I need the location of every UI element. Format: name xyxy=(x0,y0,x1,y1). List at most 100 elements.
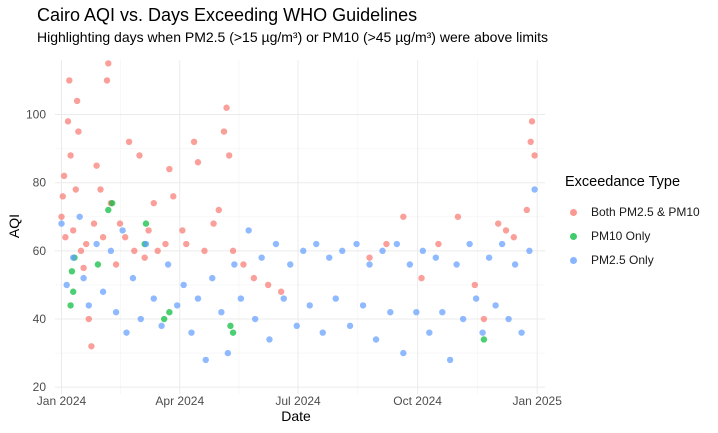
data-point xyxy=(164,261,172,268)
data-point xyxy=(62,234,69,241)
data-point xyxy=(379,247,386,255)
data-point xyxy=(158,322,165,330)
data-point xyxy=(498,240,506,248)
data-point xyxy=(180,281,187,289)
data-point xyxy=(453,261,460,268)
legend-item: Both PM2.5 & PM10 xyxy=(565,200,700,224)
data-point xyxy=(432,254,440,261)
data-point xyxy=(112,261,120,268)
data-point xyxy=(70,288,77,295)
data-points xyxy=(58,60,538,364)
data-point xyxy=(459,315,467,323)
data-point xyxy=(526,247,533,255)
data-point xyxy=(202,356,209,364)
legend-items: Both PM2.5 & PM10 PM10 Only PM2.5 Only xyxy=(565,200,700,272)
data-point xyxy=(366,254,373,261)
data-point xyxy=(237,295,245,302)
x-tick-label: Jul 2024 xyxy=(275,394,321,408)
data-point xyxy=(387,309,394,316)
data-point xyxy=(231,261,238,268)
chart-subtitle: Highlighting days when PM2.5 (>15 µg/m³)… xyxy=(37,29,549,45)
data-point xyxy=(210,220,217,227)
data-point xyxy=(419,247,427,255)
data-point xyxy=(359,302,367,309)
data-point xyxy=(150,199,157,207)
data-point xyxy=(75,128,82,135)
data-point xyxy=(82,240,90,248)
data-point xyxy=(145,227,152,234)
y-axis-title: AQI xyxy=(6,214,22,238)
data-point xyxy=(173,302,181,309)
data-point xyxy=(119,227,126,234)
legend-label: Both PM2.5 & PM10 xyxy=(591,205,700,219)
data-point xyxy=(80,264,87,272)
data-point xyxy=(346,322,354,330)
legend-label: PM2.5 Only xyxy=(591,253,654,267)
data-point xyxy=(136,152,143,159)
data-point xyxy=(518,329,525,336)
data-point xyxy=(218,309,225,316)
data-point xyxy=(406,261,414,268)
data-point xyxy=(531,186,538,193)
data-point xyxy=(85,315,92,323)
data-point xyxy=(472,295,480,302)
data-point xyxy=(76,213,83,220)
data-point xyxy=(141,254,148,261)
data-point xyxy=(258,254,265,261)
legend-item: PM2.5 Only xyxy=(565,248,700,272)
data-point xyxy=(103,77,111,84)
data-point xyxy=(366,261,373,268)
data-point xyxy=(150,295,157,302)
data-point xyxy=(64,118,72,125)
data-point xyxy=(400,349,407,357)
data-point xyxy=(227,322,234,330)
data-point xyxy=(166,309,173,316)
y-tick-label: 80 xyxy=(33,176,47,190)
legend-key xyxy=(565,228,582,245)
data-point xyxy=(435,240,442,248)
data-point xyxy=(264,281,272,289)
data-point xyxy=(223,104,230,111)
data-point xyxy=(121,234,129,241)
data-point xyxy=(272,240,280,248)
data-point xyxy=(105,60,112,67)
data-point xyxy=(201,247,208,255)
data-point xyxy=(240,261,247,268)
legend-dot-icon xyxy=(570,232,577,240)
data-point xyxy=(73,97,81,105)
data-point xyxy=(250,274,258,282)
y-tick-label: 40 xyxy=(33,312,47,326)
data-point xyxy=(505,315,512,323)
data-point xyxy=(485,254,493,261)
data-point xyxy=(97,186,104,193)
data-point xyxy=(492,302,499,309)
data-point xyxy=(306,302,313,309)
data-point xyxy=(215,206,222,214)
data-point xyxy=(531,152,538,159)
legend-key xyxy=(565,252,582,269)
data-point xyxy=(229,247,237,255)
data-point xyxy=(372,336,380,343)
data-point xyxy=(466,240,473,248)
data-point xyxy=(80,274,87,282)
data-point xyxy=(220,128,228,135)
data-point xyxy=(313,240,320,248)
data-point xyxy=(179,227,186,234)
axis-ticks: 20 40 60 80 100 Jan 2024 Apr 2024 Jul 2024 Oct 2… xyxy=(26,108,562,408)
data-point xyxy=(229,329,237,336)
data-point xyxy=(332,295,339,302)
data-point xyxy=(454,213,462,220)
data-point xyxy=(353,240,360,248)
data-point xyxy=(90,220,98,227)
legend-key xyxy=(565,204,582,221)
data-point xyxy=(277,288,285,295)
data-point xyxy=(72,186,80,193)
data-point xyxy=(439,309,446,316)
data-point xyxy=(77,247,85,255)
data-point xyxy=(129,274,137,282)
data-point xyxy=(99,288,107,295)
chart-title: Cairo AQI vs. Days Exceeding WHO Guideli… xyxy=(37,5,418,25)
data-point xyxy=(426,329,433,336)
x-tick-label: Jan 2024 xyxy=(37,394,87,408)
data-point xyxy=(58,220,65,227)
